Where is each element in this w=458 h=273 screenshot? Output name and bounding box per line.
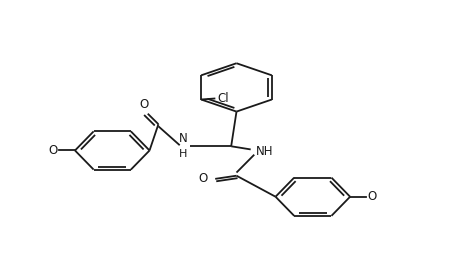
Text: O: O (368, 190, 377, 203)
Text: O: O (140, 97, 149, 111)
Text: NH: NH (256, 145, 273, 158)
Text: O: O (199, 172, 208, 185)
Text: N: N (179, 132, 188, 145)
Text: H: H (179, 149, 187, 159)
Text: Cl: Cl (217, 92, 229, 105)
Text: O: O (48, 144, 57, 157)
